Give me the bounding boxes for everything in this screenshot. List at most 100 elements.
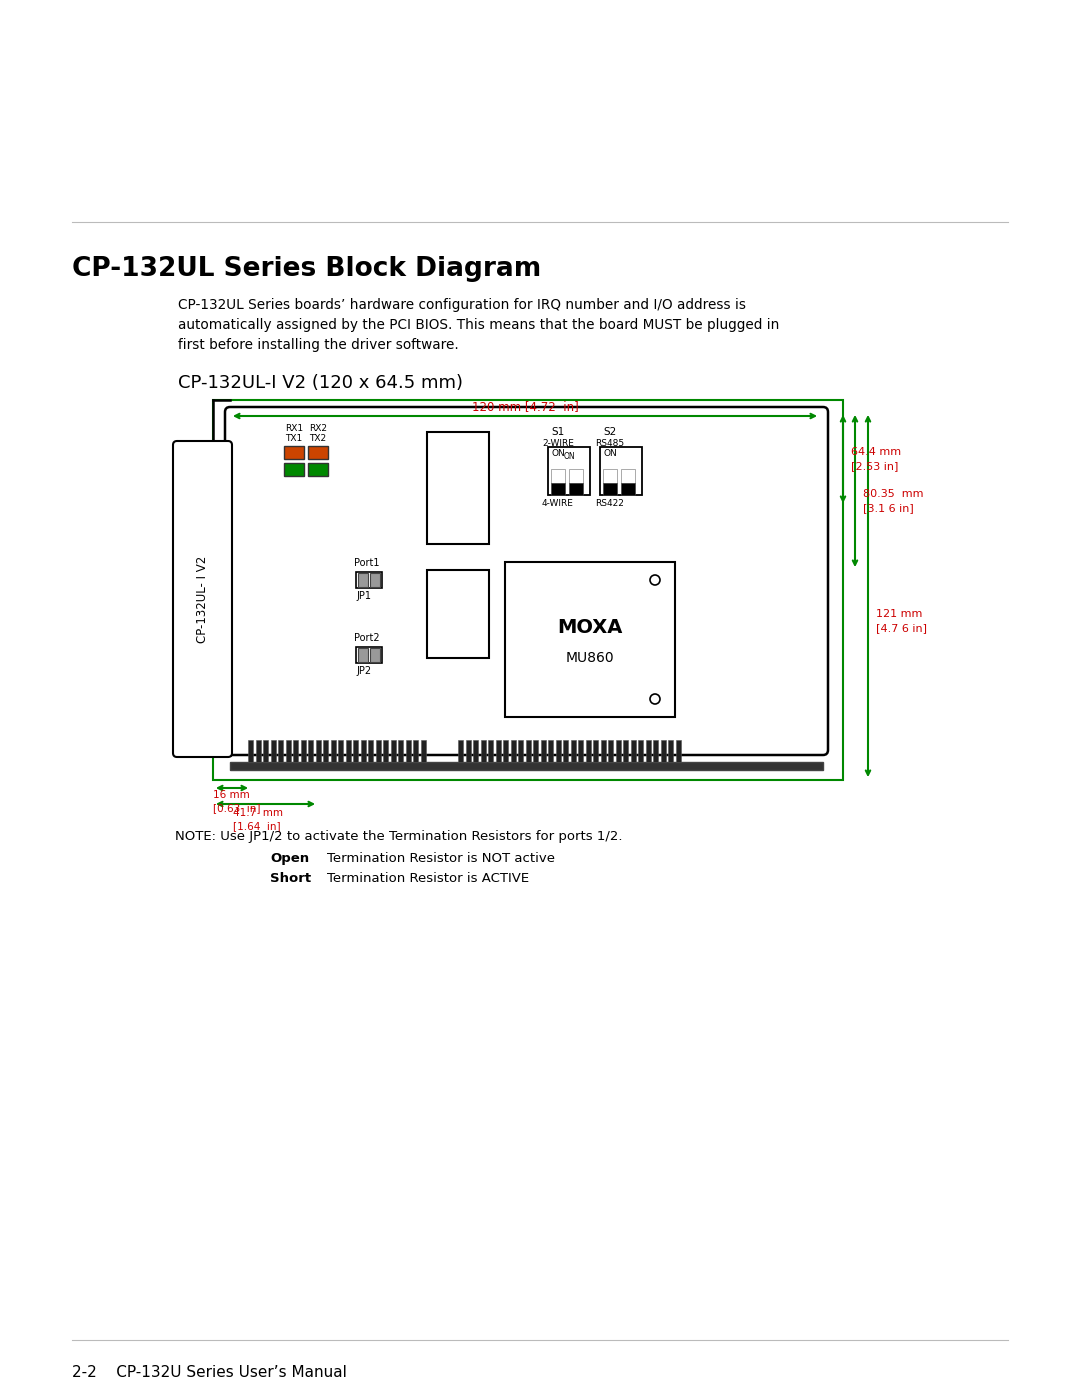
Text: 64.4 mm
[2.53 in]: 64.4 mm [2.53 in]: [851, 447, 901, 471]
Text: 41.7  mm
[1.64  in]: 41.7 mm [1.64 in]: [233, 807, 283, 831]
Text: Short: Short: [270, 872, 311, 886]
Bar: [458, 740, 463, 761]
Text: Port2: Port2: [354, 633, 380, 643]
Bar: [308, 462, 328, 476]
Bar: [481, 740, 486, 761]
Text: 2-2    CP-132U Series User’s Manual: 2-2 CP-132U Series User’s Manual: [72, 1365, 347, 1380]
Bar: [391, 740, 395, 761]
Text: RS485: RS485: [595, 439, 624, 448]
FancyBboxPatch shape: [225, 407, 828, 754]
Bar: [427, 432, 489, 543]
Bar: [308, 446, 328, 460]
Bar: [555, 740, 561, 761]
Bar: [511, 740, 515, 761]
Bar: [473, 740, 478, 761]
Text: 4-WIRE: 4-WIRE: [542, 499, 573, 509]
Text: CP-132UL Series boards’ hardware configuration for IRQ number and I/O address is: CP-132UL Series boards’ hardware configu…: [178, 298, 780, 352]
Text: NOTE: Use JP1/2 to activate the Termination Resistors for ports 1/2.: NOTE: Use JP1/2 to activate the Terminat…: [175, 830, 622, 842]
Bar: [338, 740, 343, 761]
Bar: [399, 740, 403, 761]
Bar: [370, 648, 380, 662]
Bar: [346, 740, 351, 761]
Text: TX2: TX2: [310, 434, 326, 443]
Bar: [284, 446, 303, 460]
Bar: [353, 740, 357, 761]
Text: Port1: Port1: [354, 557, 379, 569]
Bar: [551, 469, 565, 483]
Bar: [278, 740, 283, 761]
Bar: [548, 447, 590, 495]
Text: MOXA: MOXA: [557, 617, 623, 637]
Bar: [293, 740, 298, 761]
Text: ON: ON: [551, 448, 565, 458]
Bar: [465, 740, 471, 761]
Text: 16 mm
[0.63  in]: 16 mm [0.63 in]: [213, 789, 260, 813]
Bar: [361, 740, 365, 761]
Text: TX1: TX1: [285, 434, 302, 443]
Bar: [646, 740, 650, 761]
Bar: [315, 740, 321, 761]
Text: Open: Open: [270, 852, 309, 865]
Bar: [256, 740, 260, 761]
Bar: [505, 562, 675, 717]
Bar: [548, 740, 553, 761]
Bar: [675, 740, 680, 761]
Text: CP-132UL- I V2: CP-132UL- I V2: [195, 556, 210, 643]
Text: MU860: MU860: [566, 651, 615, 665]
Bar: [638, 740, 643, 761]
Bar: [308, 740, 313, 761]
Bar: [248, 740, 253, 761]
Bar: [661, 740, 665, 761]
Text: RS422: RS422: [595, 499, 624, 509]
Bar: [616, 740, 621, 761]
Bar: [357, 648, 368, 662]
Bar: [284, 462, 303, 476]
Bar: [621, 469, 635, 483]
Bar: [631, 740, 635, 761]
Text: Termination Resistor is NOT active: Termination Resistor is NOT active: [310, 852, 555, 865]
Bar: [621, 483, 635, 495]
Bar: [383, 740, 388, 761]
Bar: [569, 483, 583, 495]
Bar: [578, 740, 583, 761]
Bar: [669, 740, 673, 761]
Text: CP-132UL-I V2 (120 x 64.5 mm): CP-132UL-I V2 (120 x 64.5 mm): [178, 374, 463, 393]
Bar: [518, 740, 523, 761]
Text: ON: ON: [563, 453, 575, 461]
Bar: [600, 740, 606, 761]
Bar: [569, 469, 583, 483]
Bar: [534, 740, 538, 761]
Bar: [356, 571, 382, 588]
Text: RX2: RX2: [309, 425, 327, 433]
Bar: [323, 740, 328, 761]
Bar: [264, 740, 268, 761]
Bar: [551, 483, 565, 495]
Text: JP1: JP1: [356, 591, 372, 601]
Bar: [270, 740, 275, 761]
Text: ON: ON: [603, 448, 617, 458]
Bar: [300, 740, 306, 761]
Bar: [570, 740, 576, 761]
Bar: [623, 740, 627, 761]
Bar: [563, 740, 568, 761]
Bar: [370, 573, 380, 587]
Text: JP2: JP2: [356, 666, 372, 676]
Bar: [600, 447, 642, 495]
Text: Termination Resistor is ACTIVE: Termination Resistor is ACTIVE: [310, 872, 529, 886]
Text: CP-132UL Series Block Diagram: CP-132UL Series Block Diagram: [72, 256, 541, 282]
Bar: [585, 740, 591, 761]
Bar: [540, 740, 545, 761]
Bar: [213, 400, 843, 780]
Bar: [427, 570, 489, 658]
Text: RX1: RX1: [285, 425, 303, 433]
Bar: [330, 740, 336, 761]
Bar: [496, 740, 500, 761]
Bar: [285, 740, 291, 761]
Bar: [503, 740, 508, 761]
Bar: [413, 740, 418, 761]
Bar: [357, 573, 368, 587]
Text: S1: S1: [552, 427, 565, 437]
Bar: [608, 740, 613, 761]
Bar: [593, 740, 598, 761]
FancyBboxPatch shape: [173, 441, 232, 757]
